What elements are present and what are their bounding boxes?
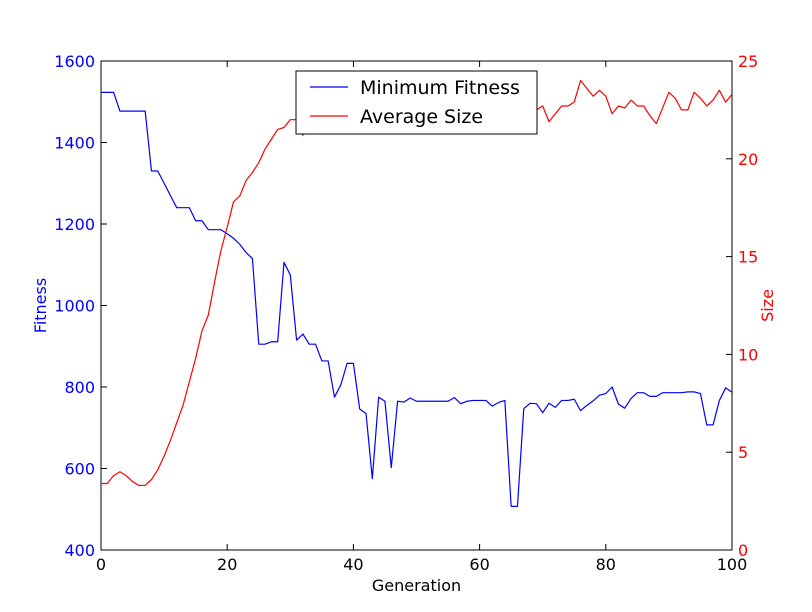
left-y-tick-label: 1600	[54, 52, 95, 71]
legend-box	[295, 70, 538, 135]
legend: Minimum Fitness Average Size	[295, 70, 538, 135]
ticks-layer: 0 20 40 60 80 100 400 600 800 1000 1200 1400 1600 0 5 1…	[54, 52, 758, 574]
right-y-tick-label: 0	[738, 541, 748, 560]
x-tick-label: 40	[343, 555, 363, 574]
x-tick-label: 20	[217, 555, 237, 574]
left-y-tick-label: 600	[64, 460, 95, 479]
x-tick-label: 60	[469, 555, 489, 574]
left-y-tick-label: 1400	[54, 134, 95, 153]
left-axis-title: Fitness	[31, 278, 50, 333]
right-axis-title: Size	[758, 289, 777, 322]
legend-label-average-size: Average Size	[360, 106, 483, 128]
left-y-tick-label: 400	[64, 541, 95, 560]
left-y-tick-label: 1200	[54, 215, 95, 234]
right-y-tick-label: 25	[738, 52, 758, 71]
x-tick-label: 80	[596, 555, 616, 574]
x-tick-label: 0	[96, 555, 106, 574]
legend-label-minimum-fitness: Minimum Fitness	[360, 77, 520, 99]
right-y-tick-label: 10	[738, 345, 758, 364]
plot-frame	[100, 60, 733, 551]
left-y-tick-label: 1000	[54, 297, 95, 316]
series-line-minimum-fitness	[101, 91, 733, 507]
right-y-tick-label: 5	[738, 443, 748, 462]
right-y-tick-label: 15	[738, 248, 758, 267]
left-y-tick-label: 800	[64, 378, 95, 397]
x-tick-label: 100	[717, 555, 748, 574]
x-axis-title: Generation	[372, 576, 461, 595]
right-y-tick-label: 20	[738, 150, 758, 169]
